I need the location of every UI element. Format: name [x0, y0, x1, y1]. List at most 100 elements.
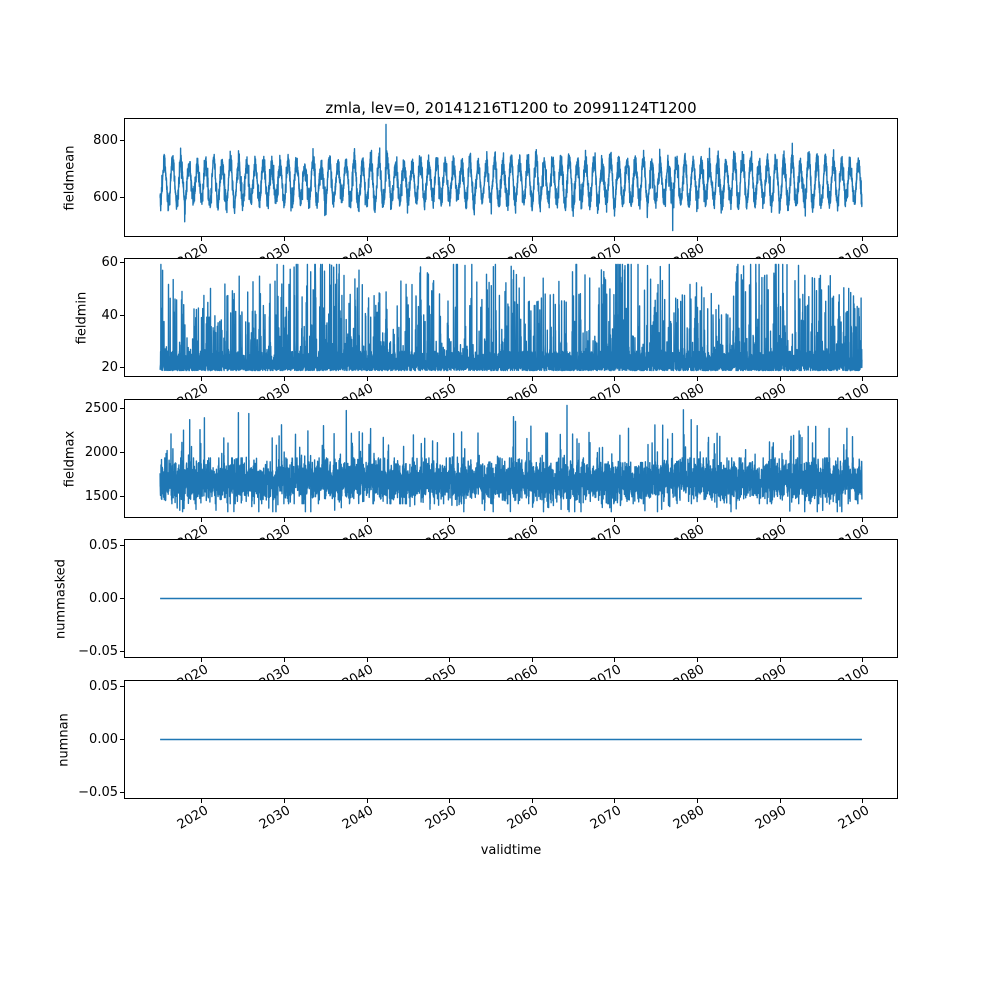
- x-tick-label: 2070: [587, 381, 624, 399]
- x-tick-mark: [449, 237, 451, 241]
- y-axis-label-fieldmax: fieldmax: [62, 430, 78, 487]
- fieldmean-line: [159, 123, 863, 232]
- y-tick-label: 20: [101, 359, 118, 375]
- figure-title: zmla, lev=0, 20141216T1200 to 20991124T1…: [325, 99, 697, 117]
- x-tick-label: 2100: [835, 522, 872, 539]
- x-tick-label: 2030: [257, 522, 294, 539]
- x-axis-label: validtime: [480, 843, 542, 858]
- x-tick-mark: [862, 799, 864, 803]
- y-tick-label: 2000: [84, 444, 118, 460]
- fieldmin-series-plot: [159, 263, 863, 372]
- x-tick-mark: [366, 237, 368, 241]
- x-tick-label: 2030: [257, 381, 294, 399]
- y-tick-label: 800: [93, 132, 118, 148]
- x-tick-label: 2050: [422, 241, 459, 258]
- x-tick-mark: [449, 658, 451, 662]
- x-tick-label: 2080: [670, 381, 707, 399]
- subplot-numnan: [124, 680, 898, 799]
- x-tick-mark: [779, 377, 781, 381]
- x-tick-label: 2060: [505, 803, 542, 833]
- y-axis-label-nummasked: nummasked: [53, 558, 69, 639]
- x-tick-label: 2080: [670, 522, 707, 539]
- x-tick-mark: [449, 518, 451, 522]
- x-tick-label: 2040: [339, 662, 376, 680]
- x-tick-mark: [531, 658, 533, 662]
- y-tick-mark: [120, 598, 124, 599]
- x-tick-mark: [697, 377, 698, 381]
- x-tick-label: 2090: [752, 662, 790, 680]
- nummasked-series-plot: [160, 597, 862, 600]
- x-tick-labels-clipped: 2020 2030 2040 2050 2060 2070 2080 2090 2100: [0, 377, 1000, 399]
- x-tick-mark: [614, 518, 616, 522]
- x-tick-mark: [697, 799, 698, 803]
- y-tick-mark: [120, 792, 124, 794]
- x-tick-mark: [283, 799, 285, 803]
- x-tick-mark: [201, 799, 203, 803]
- x-tick-mark: [531, 799, 533, 803]
- subplot-fieldmax: [124, 399, 898, 518]
- x-tick-label: 2030: [257, 241, 294, 258]
- x-tick-mark: [531, 237, 533, 241]
- y-tick-mark: [120, 139, 124, 141]
- y-tick-label: 0.00: [89, 591, 118, 606]
- x-tick-label: 2080: [670, 803, 707, 833]
- y-tick-mark: [120, 739, 124, 740]
- x-tick-mark: [614, 377, 616, 381]
- x-tick-label: 2040: [339, 381, 376, 399]
- x-tick-label: 2070: [587, 522, 624, 539]
- x-tick-mark: [614, 658, 616, 662]
- y-tick-label: 0.05: [89, 537, 118, 553]
- x-tick-mark: [201, 237, 203, 241]
- subplot-nummasked: [124, 539, 898, 658]
- x-tick-mark: [366, 518, 368, 522]
- y-tick-mark: [120, 685, 124, 687]
- x-tick-mark: [283, 518, 285, 522]
- x-tick-label: 2060: [505, 522, 542, 539]
- x-tick-label: 2100: [835, 241, 872, 258]
- x-tick-labels-clipped: 2020 2030 2040 2050 2060 2070 2080 2090 2100: [0, 237, 1000, 258]
- x-tick-label: 2060: [505, 662, 542, 680]
- x-tick-mark: [283, 658, 285, 662]
- x-tick-mark: [449, 377, 451, 381]
- fieldmax-series-plot: [159, 404, 863, 513]
- x-tick-mark: [614, 799, 616, 803]
- x-tick-label: 2030: [257, 803, 294, 833]
- x-tick-label: 2060: [505, 381, 542, 399]
- y-tick-label: −0.05: [78, 644, 118, 660]
- y-tick-label: 60: [101, 255, 118, 271]
- x-tick-label: 2090: [752, 381, 790, 399]
- x-tick-labels-clipped: 2020 2030 2040 2050 2060 2070 2080 2090 2100: [0, 658, 1000, 680]
- x-tick-labels-bottom: 2020 2030 2040 2050 2060 2070 2080 2090 2100: [0, 799, 1000, 841]
- x-tick-mark: [531, 518, 533, 522]
- x-tick-mark: [779, 518, 781, 522]
- x-tick-mark: [201, 518, 203, 522]
- y-tick-label: 0.05: [89, 678, 118, 694]
- x-tick-label: 2100: [835, 803, 872, 833]
- x-tick-mark: [697, 658, 698, 662]
- x-tick-mark: [697, 237, 698, 241]
- y-tick-mark: [120, 544, 124, 546]
- x-tick-label: 2080: [670, 241, 707, 258]
- y-tick-label: −0.05: [78, 785, 118, 801]
- y-tick-mark: [120, 451, 124, 453]
- x-tick-label: 2020: [174, 803, 211, 833]
- x-tick-label: 2020: [174, 241, 211, 258]
- x-tick-label: 2050: [422, 662, 459, 680]
- x-tick-mark: [366, 799, 368, 803]
- x-tick-mark: [779, 237, 781, 241]
- x-tick-label: 2070: [587, 241, 624, 258]
- x-tick-label: 2060: [505, 241, 542, 258]
- x-tick-mark: [283, 377, 285, 381]
- x-tick-mark: [862, 377, 864, 381]
- y-tick-label: 0.00: [89, 732, 118, 747]
- x-tick-label: 2040: [339, 803, 376, 833]
- x-tick-mark: [283, 237, 285, 241]
- subplot-fieldmean: [124, 118, 898, 237]
- y-tick-mark: [120, 366, 124, 368]
- y-tick-mark: [120, 196, 124, 198]
- x-tick-label: 2020: [174, 522, 211, 539]
- y-tick-label: 600: [93, 189, 118, 205]
- x-tick-label: 2040: [339, 522, 376, 539]
- x-tick-mark: [201, 377, 203, 381]
